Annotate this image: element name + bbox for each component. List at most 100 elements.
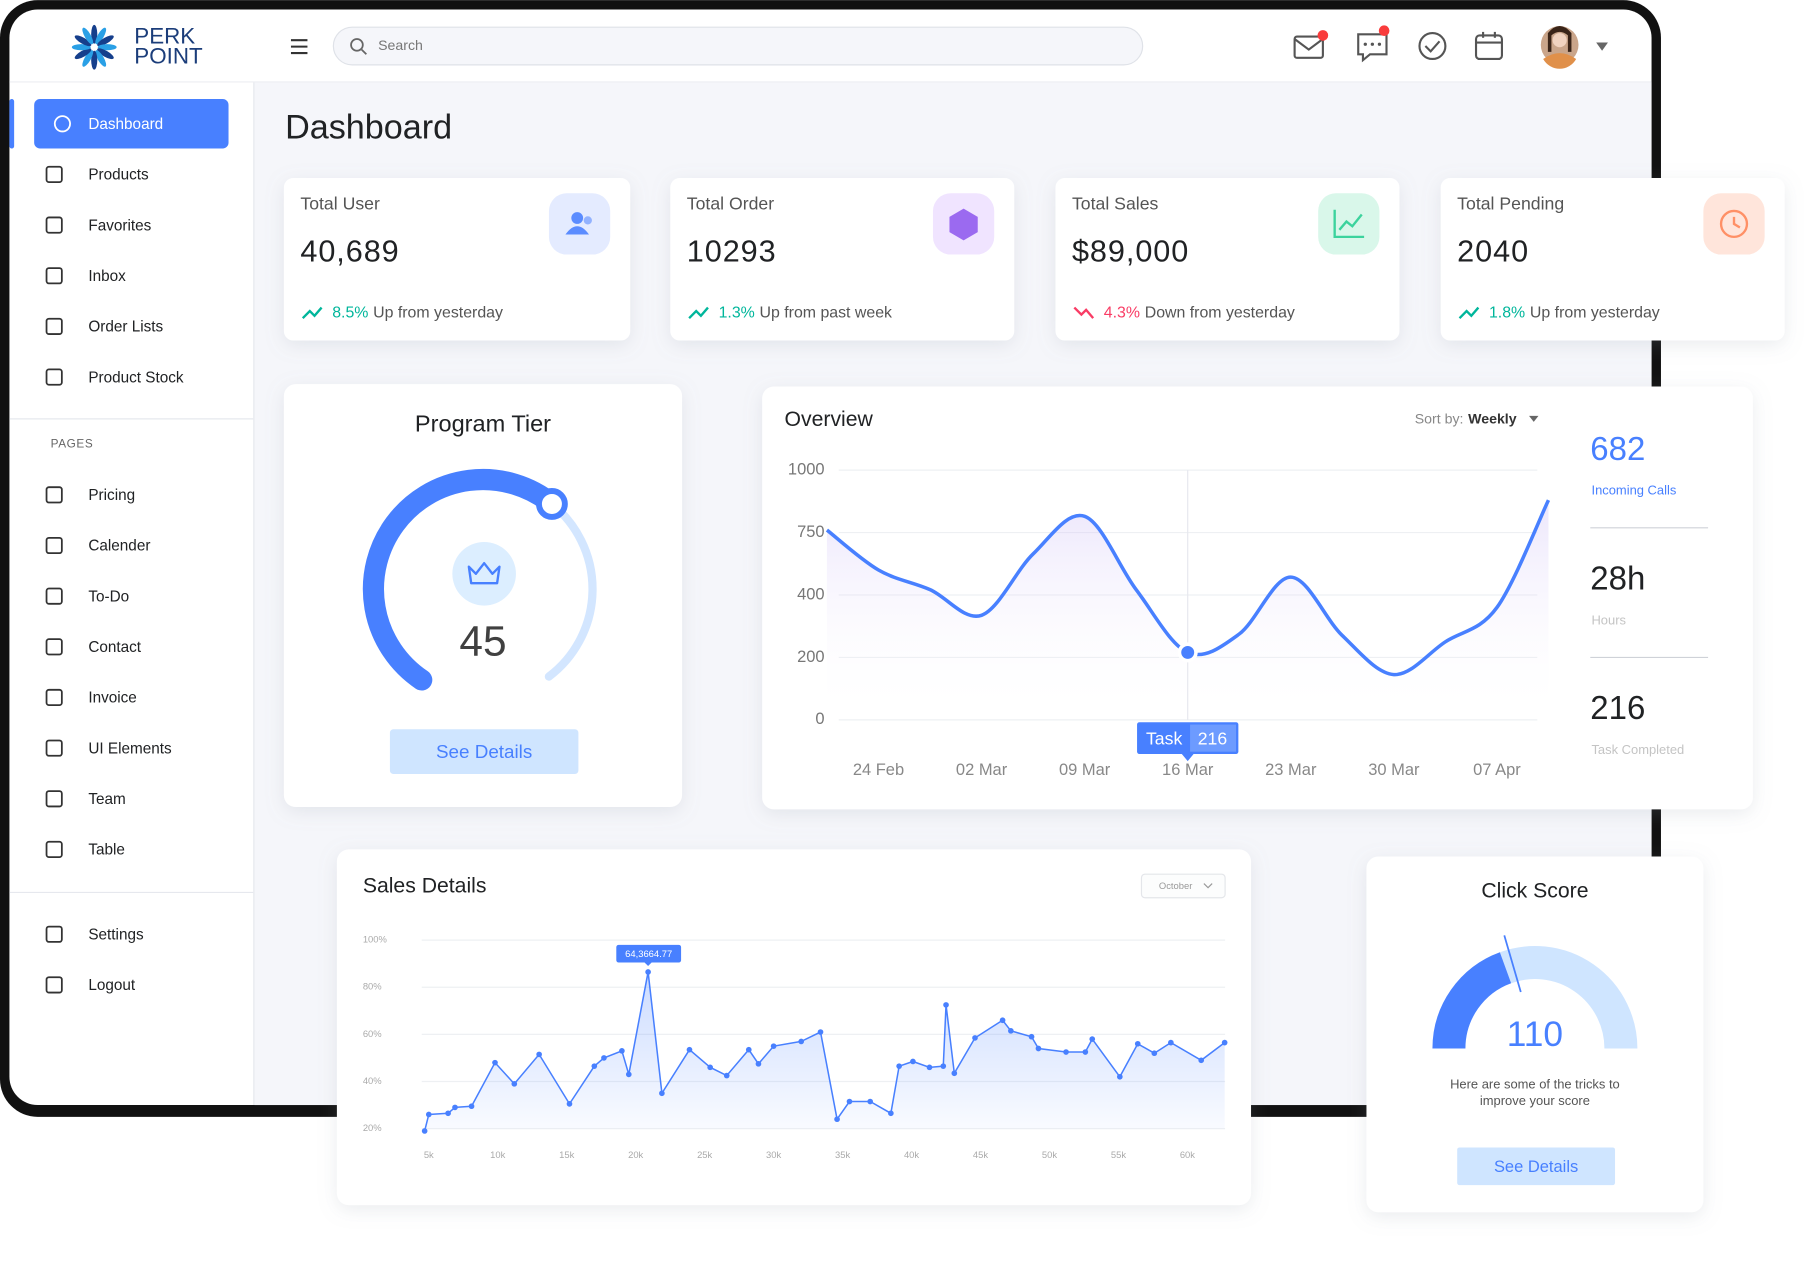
y-tick-label: 60% <box>363 1028 382 1039</box>
logo-petal <box>74 48 92 60</box>
tasks-icon[interactable] <box>1418 32 1447 61</box>
stat-cards: Total User 40,689 8.5% Up from yesterday Tot… <box>283 177 1785 341</box>
x-tick-label: 35k <box>835 1149 850 1160</box>
sales-point <box>601 1055 607 1061</box>
nav-icon <box>45 925 63 943</box>
sales-point <box>834 1116 840 1123</box>
stat-note: Up from yesterday <box>1530 305 1660 322</box>
calendar-icon[interactable] <box>1474 31 1504 61</box>
sales-point <box>1151 1050 1158 1057</box>
logo-petal <box>82 50 94 67</box>
logo-petal <box>71 44 91 51</box>
profile-caret[interactable] <box>1596 42 1608 51</box>
nav-icon <box>45 739 63 757</box>
nav-item[interactable]: Logout <box>88 977 136 994</box>
x-tick-label: 10k <box>490 1149 505 1160</box>
nav-item[interactable]: Order Lists <box>88 319 163 336</box>
logo-petal <box>97 48 114 60</box>
stat-label: Total Order <box>687 194 774 214</box>
sales-point <box>755 1060 762 1067</box>
sales-point <box>566 1101 573 1107</box>
sales-point <box>707 1064 713 1071</box>
tier-button-label: See Details <box>436 741 532 762</box>
overview-title: Overview <box>785 408 874 431</box>
tier-badge <box>452 541 516 606</box>
trend-arrow <box>301 306 323 319</box>
nav-icon <box>45 976 63 994</box>
sales-point <box>1028 1033 1035 1040</box>
click-score-text-1: Here are some of the tricks to <box>1450 1076 1620 1091</box>
score-needle <box>1503 935 1522 993</box>
click-score-card <box>1366 856 1704 1213</box>
sort-caret[interactable] <box>1529 415 1539 422</box>
sales-filter-label: October <box>1159 880 1192 891</box>
overview-area <box>826 500 1549 720</box>
search-icon-handle <box>361 48 367 55</box>
nav-item[interactable]: Pricing <box>88 487 135 504</box>
y-tick-label: 400 <box>797 585 825 603</box>
sales-point <box>846 1098 853 1105</box>
nav-item[interactable]: Dashboard <box>88 116 163 133</box>
sales-point <box>421 1128 428 1134</box>
tier-button[interactable] <box>389 729 579 775</box>
stat-label: Total Sales <box>1072 194 1159 214</box>
nav-item[interactable]: Contact <box>88 639 141 656</box>
trend-arrow <box>1073 306 1095 319</box>
overview-chart: 1000 750 400 200 0 24 Feb 02 Mar 09 Mar 16 Mar 23… <box>788 460 1551 779</box>
stat-icon <box>583 216 592 225</box>
gauge-knob <box>536 488 568 520</box>
brand-line2: POINT <box>134 44 203 69</box>
nav-active-marker <box>9 99 15 149</box>
nav-item[interactable]: Team <box>88 791 125 808</box>
sales-point <box>1008 1028 1014 1034</box>
logo-petal <box>95 50 107 67</box>
nav-item[interactable]: Product Stock <box>88 369 184 386</box>
nav-item[interactable]: Settings <box>88 926 144 943</box>
menu-button[interactable] <box>290 39 308 55</box>
nav-item[interactable]: Inbox <box>88 268 126 285</box>
nav-item[interactable]: Calender <box>88 538 150 555</box>
nav-icon <box>45 317 63 335</box>
sales-title: Sales Details <box>363 875 487 898</box>
chat-dots <box>1363 42 1382 46</box>
x-tick-label: 23 Mar <box>1265 761 1317 779</box>
nav-icon <box>45 165 63 183</box>
stat-label: Total User <box>300 194 380 214</box>
summary-label: Task Completed <box>1591 742 1684 757</box>
sales-point <box>770 1043 777 1049</box>
sales-point <box>591 1063 598 1070</box>
sort-value[interactable]: Weekly <box>1468 410 1517 426</box>
x-tick-label: 40k <box>904 1149 919 1160</box>
overview-summary: 682 Incoming Calls 28h Hours 216 Task Complet… <box>1590 430 1709 757</box>
y-tick-label: 0 <box>815 710 824 728</box>
nav-item[interactable]: Invoice <box>88 690 136 707</box>
program-tier-title: Program Tier <box>415 411 551 437</box>
trend-arrow <box>688 306 709 319</box>
nav-icon <box>45 536 63 555</box>
mail-icon[interactable] <box>1293 35 1324 59</box>
stat-card <box>1055 177 1400 341</box>
nav-item[interactable]: UI Elements <box>88 740 172 757</box>
summary-label: Incoming Calls <box>1591 483 1676 498</box>
stat-icon <box>1732 216 1741 229</box>
highlight-point <box>1177 642 1198 663</box>
sales-filter[interactable] <box>1140 873 1226 899</box>
x-tick-label: 5k <box>424 1149 434 1160</box>
search-box[interactable] <box>332 26 1144 66</box>
nav-item[interactable]: To-Do <box>88 588 129 605</box>
y-tick-label: 750 <box>797 523 825 541</box>
nav-item[interactable]: Table <box>88 842 125 859</box>
sales-point <box>926 1064 933 1071</box>
sales-point <box>1117 1073 1123 1080</box>
x-tick-label: 02 Mar <box>956 761 1008 779</box>
stat-card <box>670 177 1015 341</box>
nav-item[interactable]: Favorites <box>88 217 151 234</box>
sales-chart: 20% 40% 60% 80% 100% 5k 10k 15k 20k 25k 30k 35k 40k 4… <box>363 934 1228 1160</box>
sales-tooltip-label: 64,3664.77 <box>625 948 672 959</box>
chat-icon[interactable] <box>1357 33 1388 63</box>
stat-value: 40,689 <box>300 234 399 268</box>
stat-change: 8.5% <box>332 305 368 322</box>
nav-item[interactable]: Products <box>88 167 149 184</box>
click-score-button[interactable] <box>1457 1147 1616 1186</box>
sales-point <box>1134 1040 1141 1047</box>
